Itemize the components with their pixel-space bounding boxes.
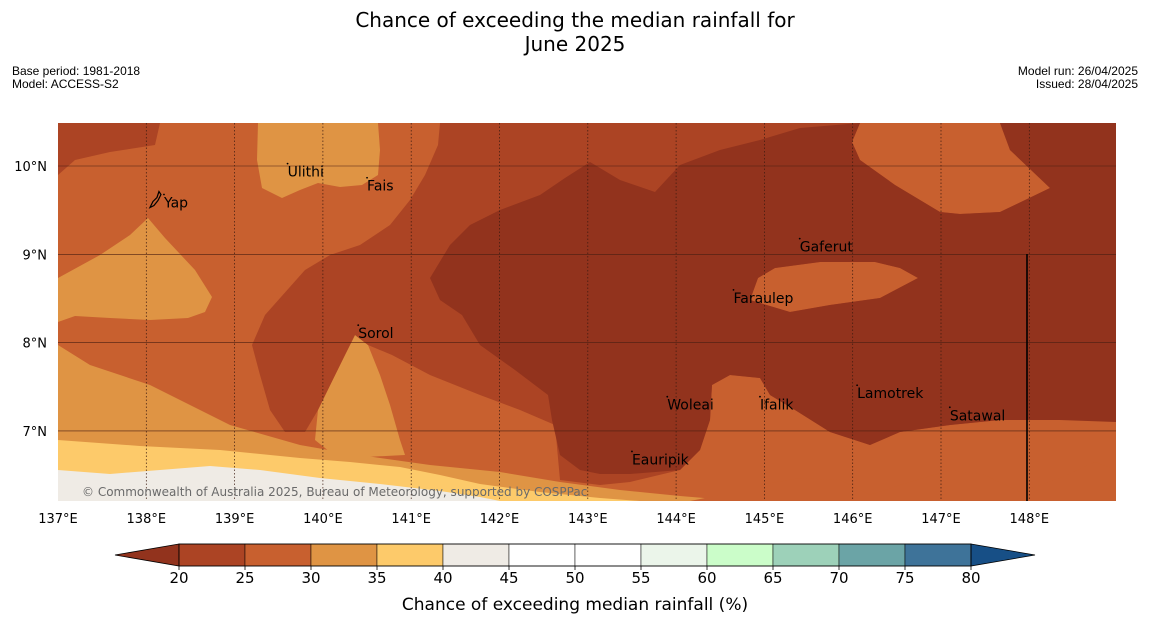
region-30-35-yap xyxy=(58,218,212,322)
colorbar-segment xyxy=(706,543,774,567)
colorbar-segment xyxy=(244,543,312,567)
region-25-30-faraulep xyxy=(750,262,918,312)
place-label: Sorol xyxy=(358,326,393,342)
map-gridlines xyxy=(58,123,1116,501)
region-25-30-east xyxy=(852,123,1050,214)
colorbar-extend-high xyxy=(970,543,1036,567)
colorbar-segment xyxy=(838,543,906,567)
colorbar-segment xyxy=(574,543,642,567)
yap-island-shape xyxy=(148,190,162,209)
region-30-35-sorol xyxy=(315,335,405,457)
island-marker xyxy=(666,395,669,398)
lon-tick-label: 147°E xyxy=(921,512,961,527)
model-run-label: Model run: 26/04/2025 xyxy=(1017,64,1138,78)
lon-tick-label: 140°E xyxy=(303,512,343,527)
colorbar-segment xyxy=(310,543,378,567)
colorbar-segment xyxy=(904,543,972,567)
place-label: Ifalik xyxy=(760,398,794,414)
colorbar-extend-low xyxy=(114,543,180,567)
island-marker xyxy=(856,384,859,387)
colorbar-segment xyxy=(508,543,576,567)
colorbar-tick-label: 80 xyxy=(961,569,980,587)
place-label: Lamotrek xyxy=(857,386,924,402)
lon-tick-label: 139°E xyxy=(215,512,255,527)
island-marker xyxy=(759,395,761,398)
place-label: Gaferut xyxy=(800,240,854,256)
region-25-30-southeast xyxy=(690,462,1116,501)
colorbar-tick-label: 30 xyxy=(301,569,320,587)
meta-right: Model run: 26/04/2025 Issued: 28/04/2025 xyxy=(1018,65,1138,91)
colorbar-title: Chance of exceeding median rainfall (%) xyxy=(402,595,748,615)
place-label: Ulithi xyxy=(288,165,324,181)
place-label: Woleai xyxy=(667,398,714,414)
island-marker xyxy=(286,162,289,165)
lon-tick-label: 146°E xyxy=(833,512,873,527)
colorbar-tick-label: 45 xyxy=(499,569,518,587)
colorbar-tick-label: 20 xyxy=(169,569,188,587)
island-marker xyxy=(798,237,801,240)
issued-label: Issued: 28/04/2025 xyxy=(1035,77,1138,91)
lat-tick-label: 7°N xyxy=(23,425,48,440)
meta-left: Base period: 1981-2018 Model: ACCESS-S2 xyxy=(12,65,140,91)
colorbar-tick-label: 40 xyxy=(433,569,452,587)
lon-tick-label: 137°E xyxy=(38,512,78,527)
lon-tick-label: 141°E xyxy=(391,512,431,527)
colorbar-tick-label: 75 xyxy=(895,569,914,587)
title-line-1: Chance of exceeding the median rainfall … xyxy=(355,8,795,32)
island-marker xyxy=(357,324,360,327)
island-marker xyxy=(732,288,735,291)
place-label: Yap xyxy=(163,196,188,212)
colorbar-tick-label: 35 xyxy=(367,569,386,587)
colorbar-tick-label: 55 xyxy=(631,569,650,587)
lon-tick-label: 143°E xyxy=(568,512,608,527)
lat-tick-label: 10°N xyxy=(14,160,47,175)
colorbar-segment xyxy=(178,543,246,567)
lat-tick-label: 8°N xyxy=(23,337,48,352)
colorbar-segment xyxy=(640,543,708,567)
lon-tick-label: 142°E xyxy=(480,512,520,527)
place-label: Satawal xyxy=(950,408,1005,424)
model-label: Model: ACCESS-S2 xyxy=(12,77,119,91)
region-30-35-ulithi xyxy=(257,123,380,198)
map-plot-area xyxy=(58,123,1116,501)
lat-tick-label: 9°N xyxy=(23,248,48,263)
latitude-labels: 10°N 9°N 8°N 7°N xyxy=(14,160,47,440)
colorbar-tick-label: 25 xyxy=(235,569,254,587)
colorbar-segment xyxy=(442,543,510,567)
island-marker xyxy=(631,450,633,453)
place-label: Faraulep xyxy=(733,291,793,307)
colorbar-segment xyxy=(772,543,840,567)
island-marker xyxy=(163,193,165,196)
region-below-20 xyxy=(430,123,1116,474)
copyright-credit: © Commonwealth of Australia 2025, Bureau… xyxy=(82,485,587,499)
colorbar: 20 25 30 35 40 45 50 55 60 65 70 75 80 xyxy=(114,543,1036,587)
place-label: Fais xyxy=(367,179,394,195)
longitude-labels: 137°E 138°E 139°E 140°E 141°E 142°E 143°E 144°E… xyxy=(38,512,1049,527)
colorbar-segment xyxy=(376,543,444,567)
island-marker xyxy=(948,406,951,409)
region-40-45 xyxy=(58,466,500,501)
colorbar-tick-label: 50 xyxy=(565,569,584,587)
lon-tick-label: 148°E xyxy=(1010,512,1050,527)
colorbar-tick-label: 60 xyxy=(697,569,716,587)
lon-tick-label: 144°E xyxy=(656,512,696,527)
place-label: Eauripik xyxy=(632,452,690,468)
place-labels: Yap Ulithi Fais Gaferut Faraulep Sorol Lamotre… xyxy=(148,162,1005,468)
island-marker xyxy=(366,176,368,179)
colorbar-tick-label: 65 xyxy=(763,569,782,587)
map-title: Chance of exceeding the median rainfall … xyxy=(0,8,1150,56)
lon-tick-label: 145°E xyxy=(745,512,785,527)
lon-tick-label: 138°E xyxy=(127,512,167,527)
title-line-2: June 2025 xyxy=(524,32,626,56)
base-period-label: Base period: 1981-2018 xyxy=(12,64,141,78)
colorbar-tick-label: 70 xyxy=(829,569,848,587)
